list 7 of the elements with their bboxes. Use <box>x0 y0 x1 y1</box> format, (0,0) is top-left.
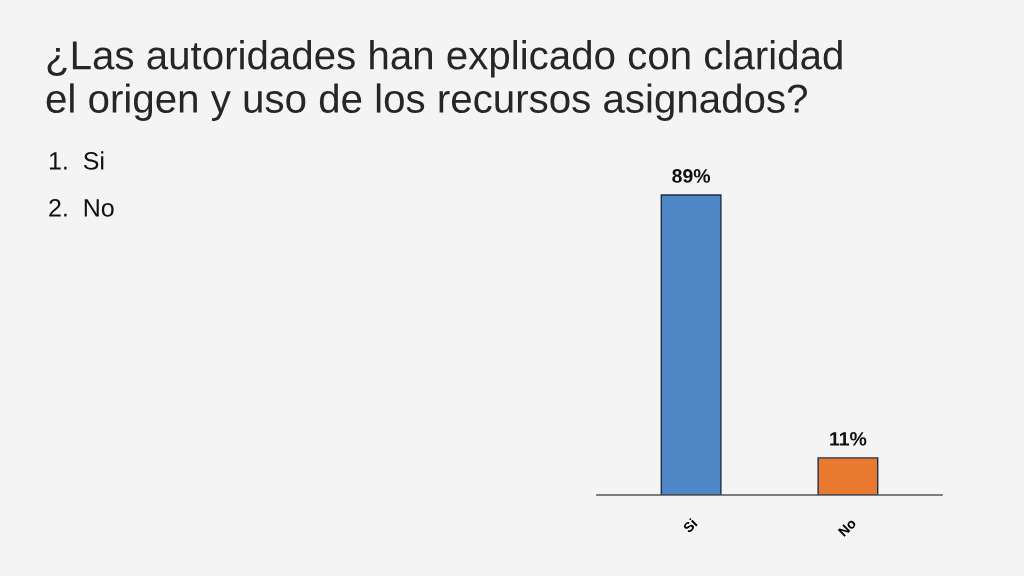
chart-title: ¿Las autoridades han explicado con claridad el origen y uso de los recursos asignados? <box>46 40 842 121</box>
data-label: 11% <box>830 432 867 446</box>
text: 1. Si <box>49 151 104 170</box>
data-label: 89% <box>672 169 711 183</box>
x-tick-label: No <box>837 517 857 537</box>
x-tick-label: Si <box>682 517 698 534</box>
text: 2. No <box>49 199 114 217</box>
